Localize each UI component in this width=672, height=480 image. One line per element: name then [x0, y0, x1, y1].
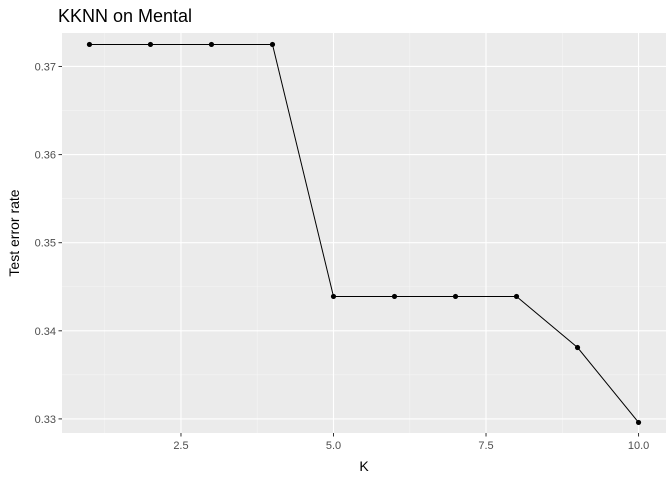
x-tick-label: 10.0: [628, 440, 649, 452]
data-point: [574, 344, 581, 351]
data-point: [208, 41, 215, 48]
major-gridlines: [62, 33, 666, 433]
x-tick-label: 7.5: [478, 440, 493, 452]
y-tick-label: 0.36: [35, 150, 56, 162]
series-layer: [86, 41, 642, 426]
tick-labels: 2.5 5.0 7.5 10.0 0.33 0.34 0.35 0.36 0.37: [35, 61, 650, 452]
data-point: [452, 293, 459, 300]
minor-gridlines: [62, 33, 666, 433]
y-tick-label: 0.33: [35, 414, 56, 426]
y-tick-label: 0.35: [35, 238, 56, 250]
data-point: [147, 41, 154, 48]
plot-panel: [62, 33, 666, 433]
data-point: [391, 293, 398, 300]
x-tick-label: 2.5: [173, 440, 188, 452]
series-line: [89, 43, 639, 423]
data-point: [635, 419, 642, 426]
axis-ticks: [58, 65, 640, 437]
data-point: [86, 41, 93, 48]
data-point: [513, 293, 520, 300]
x-axis-title: K: [359, 458, 369, 474]
chart-title: KKNN on Mental: [58, 6, 192, 26]
y-tick-label: 0.37: [35, 61, 56, 73]
x-tick-label: 5.0: [326, 440, 341, 452]
data-point: [330, 293, 337, 300]
y-tick-label: 0.34: [35, 326, 56, 338]
data-point: [269, 41, 276, 48]
y-axis-title: Test error rate: [6, 189, 22, 276]
